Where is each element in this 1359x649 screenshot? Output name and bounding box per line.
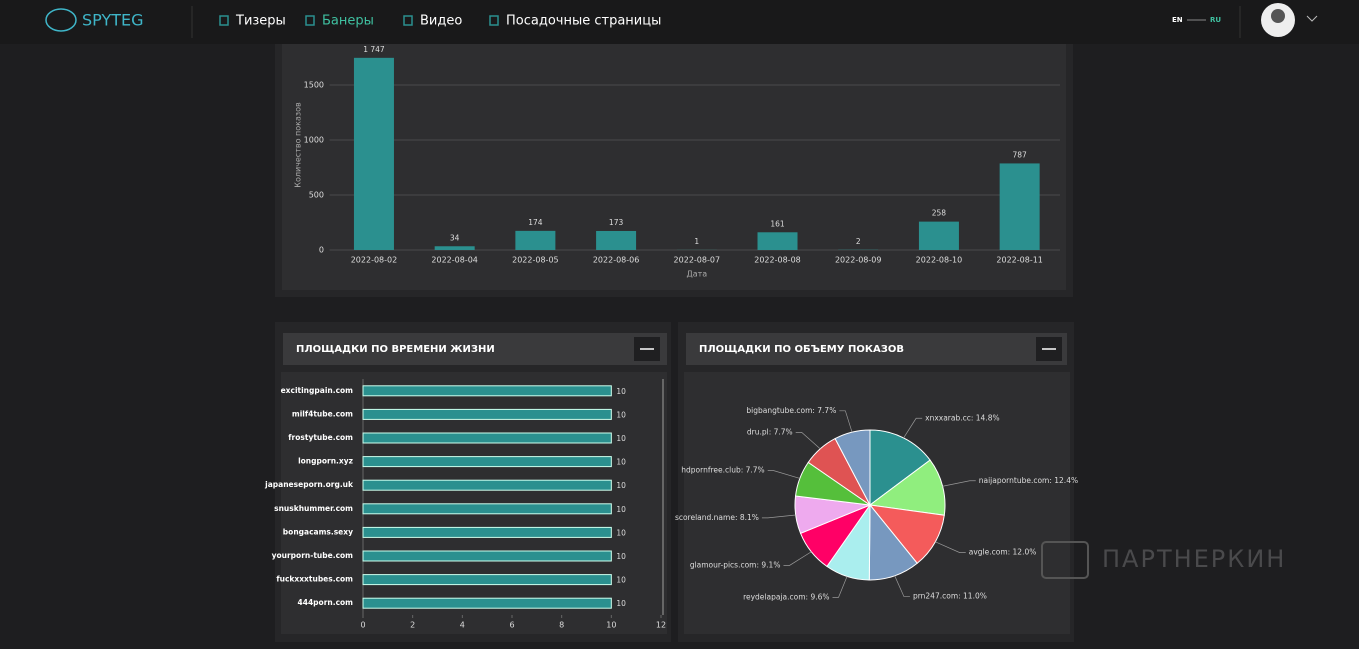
data-label: 34 (450, 233, 460, 242)
data-label: naijaporntube.com: 12.4% (979, 476, 1078, 485)
avatar-face (1271, 9, 1285, 23)
bar (435, 246, 475, 250)
bar (363, 433, 611, 443)
x-tick-label: 2022-08-10 (916, 256, 963, 265)
bar (363, 386, 611, 396)
watermark: ПАРТНЕРКИН (1102, 545, 1286, 573)
data-label: xnxxarab.cc: 14.8% (925, 413, 999, 422)
bar (363, 457, 611, 467)
data-label: 10 (616, 505, 626, 514)
bar (363, 598, 611, 608)
y-tick-label: snuskhummer.com (274, 504, 353, 513)
nav-item[interactable]: Посадочные страницы (506, 14, 661, 29)
data-label: 10 (616, 528, 626, 537)
x-tick-label: 2022-08-06 (593, 256, 640, 265)
data-label: 2 (856, 237, 861, 246)
data-label: 161 (770, 219, 785, 228)
bar (919, 222, 959, 250)
data-label: 1 (694, 237, 699, 246)
data-label: glamour-pics.com: 9.1% (690, 560, 781, 569)
y-tick-label: longporn.xyz (298, 457, 353, 466)
x-tick-label: 4 (460, 621, 465, 630)
data-label: scoreland.name: 8.1% (675, 513, 759, 522)
data-label: 1 747 (363, 45, 385, 54)
x-tick-label: 6 (509, 621, 514, 630)
x-tick-label: 12 (656, 621, 666, 630)
bar (758, 232, 798, 250)
y-tick-label: excitingpain.com (281, 386, 354, 395)
y-tick-label: 0 (319, 246, 324, 255)
data-label: 10 (616, 387, 626, 396)
x-tick-label: 2022-08-04 (431, 256, 478, 265)
y-tick-label: 444porn.com (298, 598, 354, 607)
data-label: 10 (616, 552, 626, 561)
logo[interactable]: SPYTEG (82, 11, 144, 30)
panel-title: ПЛОЩАДКИ ПО ВРЕМЕНИ ЖИЗНИ (296, 344, 495, 355)
y-tick-label: 1000 (304, 136, 324, 145)
y-tick-label: fuckxxxtubes.com (276, 575, 353, 584)
data-label: 10 (616, 481, 626, 490)
data-label: 10 (616, 599, 626, 608)
y-tick-label: 500 (309, 191, 324, 200)
y-tick-label: bongacams.sexy (283, 527, 353, 536)
data-label: 10 (616, 458, 626, 467)
x-tick-label: 2022-08-05 (512, 256, 559, 265)
bar (363, 527, 611, 537)
panel-title: ПЛОЩАДКИ ПО ОБЪЕМУ ПОКАЗОВ (699, 344, 904, 355)
x-tick-label: 2022-08-09 (835, 256, 882, 265)
bar (363, 575, 611, 585)
bar (363, 551, 611, 561)
lang-ru[interactable]: RU (1210, 16, 1221, 24)
y-axis-label: Количество показов (294, 102, 303, 188)
data-label: 10 (616, 434, 626, 443)
bar (596, 231, 636, 250)
x-tick-label: 2022-08-11 (996, 256, 1043, 265)
data-label: 173 (609, 218, 624, 227)
data-label: 258 (932, 209, 947, 218)
chart-area (282, 30, 1066, 290)
data-label: dru.pl: 7.7% (747, 427, 793, 436)
x-tick-label: 0 (360, 621, 365, 630)
top-bar (0, 0, 1359, 44)
data-label: avgle.com: 12.0% (969, 548, 1037, 557)
y-tick-label: milf4tube.com (292, 409, 353, 418)
y-tick-label: japaneseporn.org.uk (264, 480, 354, 489)
nav-item[interactable]: Банеры (322, 14, 374, 29)
data-label: bigbangtube.com: 7.7% (746, 406, 836, 415)
y-tick-label: frostytube.com (288, 433, 353, 442)
data-label: 787 (1012, 150, 1027, 159)
x-axis-label: Дата (686, 270, 707, 279)
nav-item[interactable]: Видео (420, 14, 462, 29)
x-tick-label: 2022-08-02 (351, 256, 398, 265)
bar (354, 58, 394, 250)
data-label: reydelapaja.com: 9.6% (743, 592, 829, 601)
x-tick-label: 2 (410, 621, 415, 630)
data-label: hdpornfree.club: 7.7% (681, 466, 764, 475)
bar (363, 409, 611, 419)
y-tick-label: yourporn-tube.com (272, 551, 354, 560)
data-label: prn247.com: 11.0% (913, 592, 987, 601)
data-label: 10 (616, 410, 626, 419)
nav-item[interactable]: Тизеры (235, 14, 286, 29)
y-tick-label: 1500 (304, 81, 324, 90)
bar (1000, 163, 1040, 250)
lang-en[interactable]: EN (1172, 16, 1183, 24)
data-label: 174 (528, 218, 543, 227)
x-tick-label: 8 (559, 621, 564, 630)
bar (363, 504, 611, 514)
x-tick-label: 2022-08-08 (754, 256, 801, 265)
x-tick-label: 10 (606, 621, 616, 630)
bar (363, 480, 611, 490)
x-tick-label: 2022-08-07 (674, 256, 721, 265)
bar (515, 231, 555, 250)
data-label: 10 (616, 576, 626, 585)
